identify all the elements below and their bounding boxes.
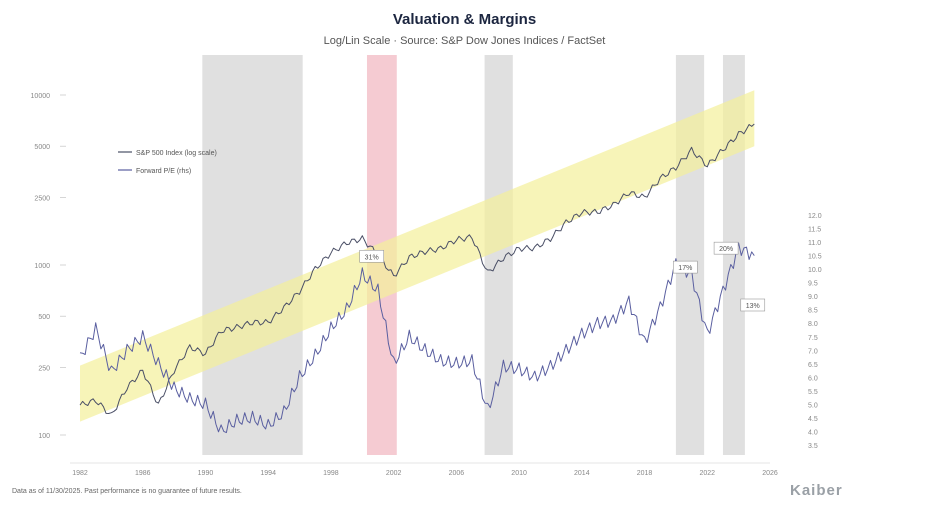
legend: S&P 500 Index (log scale) Forward P/E (rh…	[118, 150, 217, 175]
brand-logo: Kaiber	[790, 482, 843, 499]
right-tick-label-17: 3.5	[808, 443, 818, 450]
annotation-box-1	[359, 249, 384, 263]
x-tick-label-10: 2022	[699, 470, 715, 477]
right-axis: 12.0 11.5 11.0 10.5 10.0 9.5 9.0 8.5 8.0 7.5 7.0 6.…	[808, 213, 822, 450]
annotation-label-0: 20%	[719, 246, 733, 253]
right-tick-label-1: 11.5	[808, 227, 821, 234]
annotations: 20% 31% 17% 13%	[359, 241, 766, 312]
right-tick-label-4: 10.0	[808, 267, 822, 274]
right-tick-label-12: 6.0	[808, 375, 818, 382]
left-axis: 100 250 500 1000 2500 5000 10000	[31, 93, 66, 440]
left-tick-label-5: 5000	[34, 144, 50, 151]
annotation-box-3	[740, 298, 766, 312]
x-tick-label-11: 2026	[762, 470, 778, 477]
annotation-label-1: 31%	[365, 254, 379, 261]
chart-subtitle: Log/Lin Scale · Source: S&P Dow Jones In…	[323, 35, 606, 47]
right-tick-label-6: 9.0	[808, 294, 818, 301]
shaded-period-2	[484, 55, 513, 455]
x-tick-label-3: 1994	[260, 470, 276, 477]
series-lines	[79, 123, 755, 434]
left-tick-label-6: 10000	[31, 93, 51, 100]
left-tick-label-0: 100	[38, 433, 50, 440]
annotation-label-3: 13%	[746, 303, 760, 310]
right-tick-label-11: 6.5	[808, 362, 818, 369]
left-tick-label-1: 250	[38, 365, 50, 372]
right-tick-label-13: 5.5	[808, 389, 818, 396]
legend-entry-1: Forward P/E (rhs)	[136, 168, 191, 175]
x-tick-label-6: 2006	[449, 470, 465, 477]
series-line-0	[79, 123, 755, 414]
right-tick-label-3: 10.5	[808, 254, 822, 261]
left-tick-label-4: 2500	[34, 195, 50, 202]
right-tick-label-10: 7.0	[808, 348, 818, 355]
right-tick-label-5: 9.5	[808, 281, 818, 288]
x-tick-label-7: 2010	[511, 470, 527, 477]
x-tick-label-4: 1998	[323, 470, 339, 477]
chart-title: Valuation & Margins	[392, 11, 537, 28]
right-tick-label-7: 8.5	[808, 308, 818, 315]
series-line-1	[79, 242, 755, 434]
left-tick-label-2: 500	[38, 314, 50, 321]
footnote: Data as of 11/30/2025. Past performance …	[12, 488, 242, 495]
x-tick-label-8: 2014	[574, 470, 590, 477]
right-tick-label-2: 11.0	[808, 240, 821, 247]
right-tick-label-9: 7.5	[808, 335, 818, 342]
x-tick-label-1: 1986	[135, 470, 151, 477]
left-tick-label-3: 1000	[34, 263, 50, 270]
legend-entry-0: S&P 500 Index (log scale)	[136, 150, 217, 157]
x-axis: 1982 1986 1990 1994 1998 2002 2006 2010 2014 2018…	[70, 462, 778, 477]
x-tick-label-0: 1982	[72, 470, 88, 477]
right-tick-label-0: 12.0	[808, 213, 822, 220]
x-tick-label-9: 2018	[637, 470, 653, 477]
right-tick-label-14: 5.0	[808, 402, 818, 409]
right-tick-label-16: 4.0	[808, 429, 818, 436]
right-tick-label-15: 4.5	[808, 416, 818, 423]
annotation-box-0	[713, 241, 739, 255]
annotation-box-2	[673, 260, 698, 274]
x-tick-label-2: 1990	[198, 470, 214, 477]
x-tick-label-5: 2002	[386, 470, 402, 477]
annotation-label-2: 17%	[678, 265, 692, 272]
shaded-period-0	[202, 55, 303, 455]
right-tick-label-8: 8.0	[808, 321, 818, 328]
